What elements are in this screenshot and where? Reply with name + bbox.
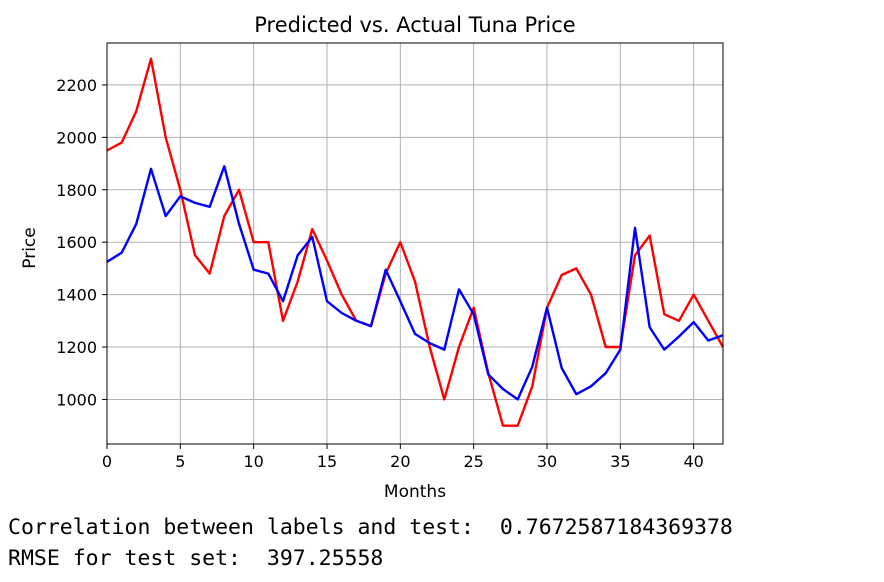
line-chart: Predicted vs. Actual Tuna Price 0 5 10 15 20… xyxy=(20,13,725,502)
x-tick-label: 15 xyxy=(317,452,337,471)
x-ticks: 0 5 10 15 20 25 30 35 40 xyxy=(102,444,704,471)
y-tick-label: 2000 xyxy=(56,128,97,147)
y-tick-label: 1000 xyxy=(56,390,97,409)
x-axis-label: Months xyxy=(384,482,446,502)
y-tick-label: 1600 xyxy=(56,233,97,252)
gridlines xyxy=(106,43,723,444)
y-axis-label: Price xyxy=(20,227,40,268)
x-tick-label: 25 xyxy=(463,452,483,471)
chart-title: Predicted vs. Actual Tuna Price xyxy=(254,13,575,37)
rmse-output: RMSE for test set: 397.25558 xyxy=(8,546,384,571)
plot-frame xyxy=(106,42,724,445)
x-tick-label: 40 xyxy=(683,452,703,471)
y-tick-label: 1800 xyxy=(56,181,97,200)
x-tick-label: 5 xyxy=(175,452,185,471)
x-tick-label: 20 xyxy=(390,452,410,471)
y-tick-label: 2200 xyxy=(56,76,97,95)
y-ticks: 1000 1200 1400 1600 1800 2000 2200 xyxy=(56,76,107,409)
y-tick-label: 1200 xyxy=(56,338,97,357)
x-tick-label: 35 xyxy=(610,452,630,471)
x-tick-label: 0 xyxy=(102,452,112,471)
series-line-2 xyxy=(106,164,724,401)
x-tick-label: 10 xyxy=(243,452,263,471)
y-tick-label: 1400 xyxy=(56,286,97,305)
correlation-output: Correlation between labels and test: 0.7… xyxy=(8,515,733,540)
x-tick-label: 30 xyxy=(537,452,557,471)
series-lines xyxy=(106,57,725,427)
